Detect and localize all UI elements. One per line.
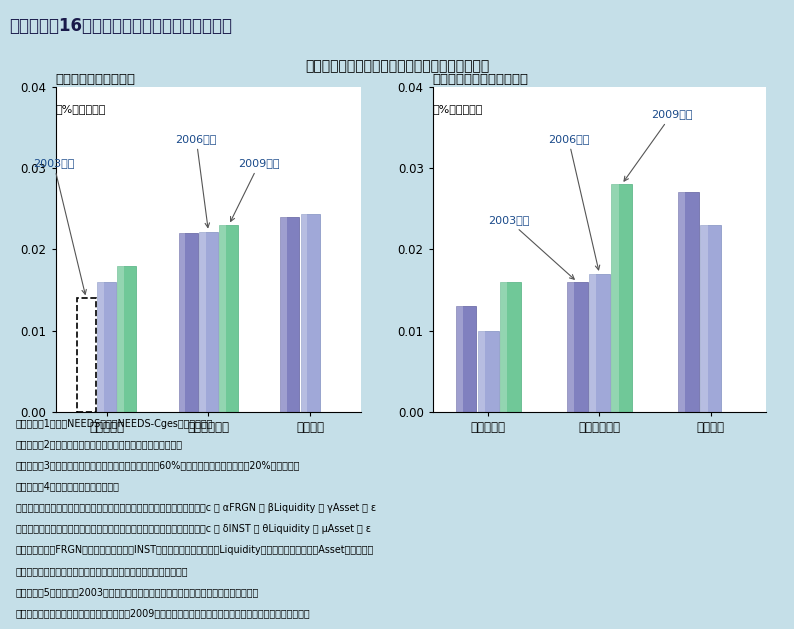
Text: 3．無形資産は研究開発費と広告・宣伝費の60%及び組織改革（役員報酬の20%）の合計。: 3．無形資産は研究開発費と広告・宣伝費の60%及び組織改革（役員報酬の20%）の…: [16, 460, 300, 470]
FancyBboxPatch shape: [97, 282, 116, 412]
FancyBboxPatch shape: [77, 298, 95, 412]
FancyBboxPatch shape: [589, 274, 610, 412]
FancyBboxPatch shape: [700, 225, 707, 412]
Text: 無形資産投資（研究開発、広告・宣伝、無形資産合計）＝c ＋ αFRGN ＋ βLiquidity ＋ γAsset ＋ ε: 無形資産投資（研究開発、広告・宣伝、無形資産合計）＝c ＋ αFRGN ＋ βL…: [16, 503, 376, 513]
FancyBboxPatch shape: [678, 192, 699, 412]
Text: 2．各企業の財務データは連結決算を優先して使用。: 2．各企業の財務データは連結決算を優先して使用。: [16, 440, 183, 450]
FancyBboxPatch shape: [179, 233, 185, 412]
Text: 第２－３－16図　株式保有構造と無形資産投資: 第２－３－16図 株式保有構造と無形資産投資: [10, 17, 233, 35]
FancyBboxPatch shape: [179, 233, 198, 412]
FancyBboxPatch shape: [301, 214, 307, 412]
Text: 外国人投資家、機関投資家は無形資産投資を重視: 外国人投資家、機関投資家は無形資産投資を重視: [305, 60, 489, 74]
FancyBboxPatch shape: [456, 306, 463, 412]
Text: （１）外国人持株比率: （１）外国人持株比率: [56, 72, 136, 86]
Text: 2003年度: 2003年度: [488, 215, 574, 279]
Text: 無形資産投資（研究開発、広告・宣伝、無形資産合計）＝c ＋ δINST ＋ θLiquidity ＋ μAsset ＋ ε: 無形資産投資（研究開発、広告・宣伝、無形資産合計）＝c ＋ δINST ＋ θL…: [16, 524, 371, 534]
FancyBboxPatch shape: [700, 225, 721, 412]
Text: （備考）　1．日経NEEDS、日経NEEDS-Cgesにより作成。: （備考） 1．日経NEEDS、日経NEEDS-Cgesにより作成。: [16, 418, 213, 428]
Text: 5．（１）の2003年度の研究開発費は統計的に有意な結果を得られなかった。: 5．（１）の2003年度の研究開発費は統計的に有意な結果を得られなかった。: [16, 587, 259, 597]
FancyBboxPatch shape: [589, 274, 596, 412]
FancyBboxPatch shape: [219, 225, 226, 412]
FancyBboxPatch shape: [611, 184, 632, 412]
Text: 2009年度: 2009年度: [624, 109, 692, 181]
Text: （%ポイント）: （%ポイント）: [56, 104, 106, 114]
FancyBboxPatch shape: [280, 217, 287, 412]
FancyBboxPatch shape: [97, 282, 104, 412]
FancyBboxPatch shape: [500, 282, 521, 412]
FancyBboxPatch shape: [500, 282, 507, 412]
FancyBboxPatch shape: [478, 331, 485, 412]
Text: また（１）、（２）において2009年度の無形資産はサンプル数が少ないため推計していない。: また（１）、（２）において2009年度の無形資産はサンプル数が少ないため推計して…: [16, 608, 310, 618]
FancyBboxPatch shape: [219, 225, 238, 412]
Text: 2006年度: 2006年度: [548, 134, 599, 270]
Text: （%ポイント）: （%ポイント）: [433, 104, 483, 114]
FancyBboxPatch shape: [567, 282, 574, 412]
Text: 2003年度: 2003年度: [33, 158, 87, 294]
Text: 2009年度: 2009年度: [230, 158, 280, 221]
FancyBboxPatch shape: [611, 184, 619, 412]
Text: 対数値。推計の詳細については付注２－５を参照。: 対数値。推計の詳細については付注２－５を参照。: [16, 566, 188, 576]
FancyBboxPatch shape: [301, 214, 320, 412]
Text: 4．推計式は以下のとおり。: 4．推計式は以下のとおり。: [16, 482, 120, 492]
FancyBboxPatch shape: [478, 331, 499, 412]
Text: 2006年度: 2006年度: [175, 134, 217, 228]
FancyBboxPatch shape: [199, 231, 218, 412]
FancyBboxPatch shape: [678, 192, 685, 412]
FancyBboxPatch shape: [280, 217, 299, 412]
FancyBboxPatch shape: [118, 265, 124, 412]
FancyBboxPatch shape: [199, 231, 206, 412]
FancyBboxPatch shape: [567, 282, 588, 412]
Text: FRGN：外国人持株比率、INST：機関投資家持株比率、Liquidity：売上高流動性比率、Asset：総資産の: FRGN：外国人持株比率、INST：機関投資家持株比率、Liquidity：売上…: [16, 545, 374, 555]
FancyBboxPatch shape: [456, 306, 476, 412]
Text: （２）機関投資家持株比率: （２）機関投資家持株比率: [433, 72, 529, 86]
FancyBboxPatch shape: [118, 265, 137, 412]
